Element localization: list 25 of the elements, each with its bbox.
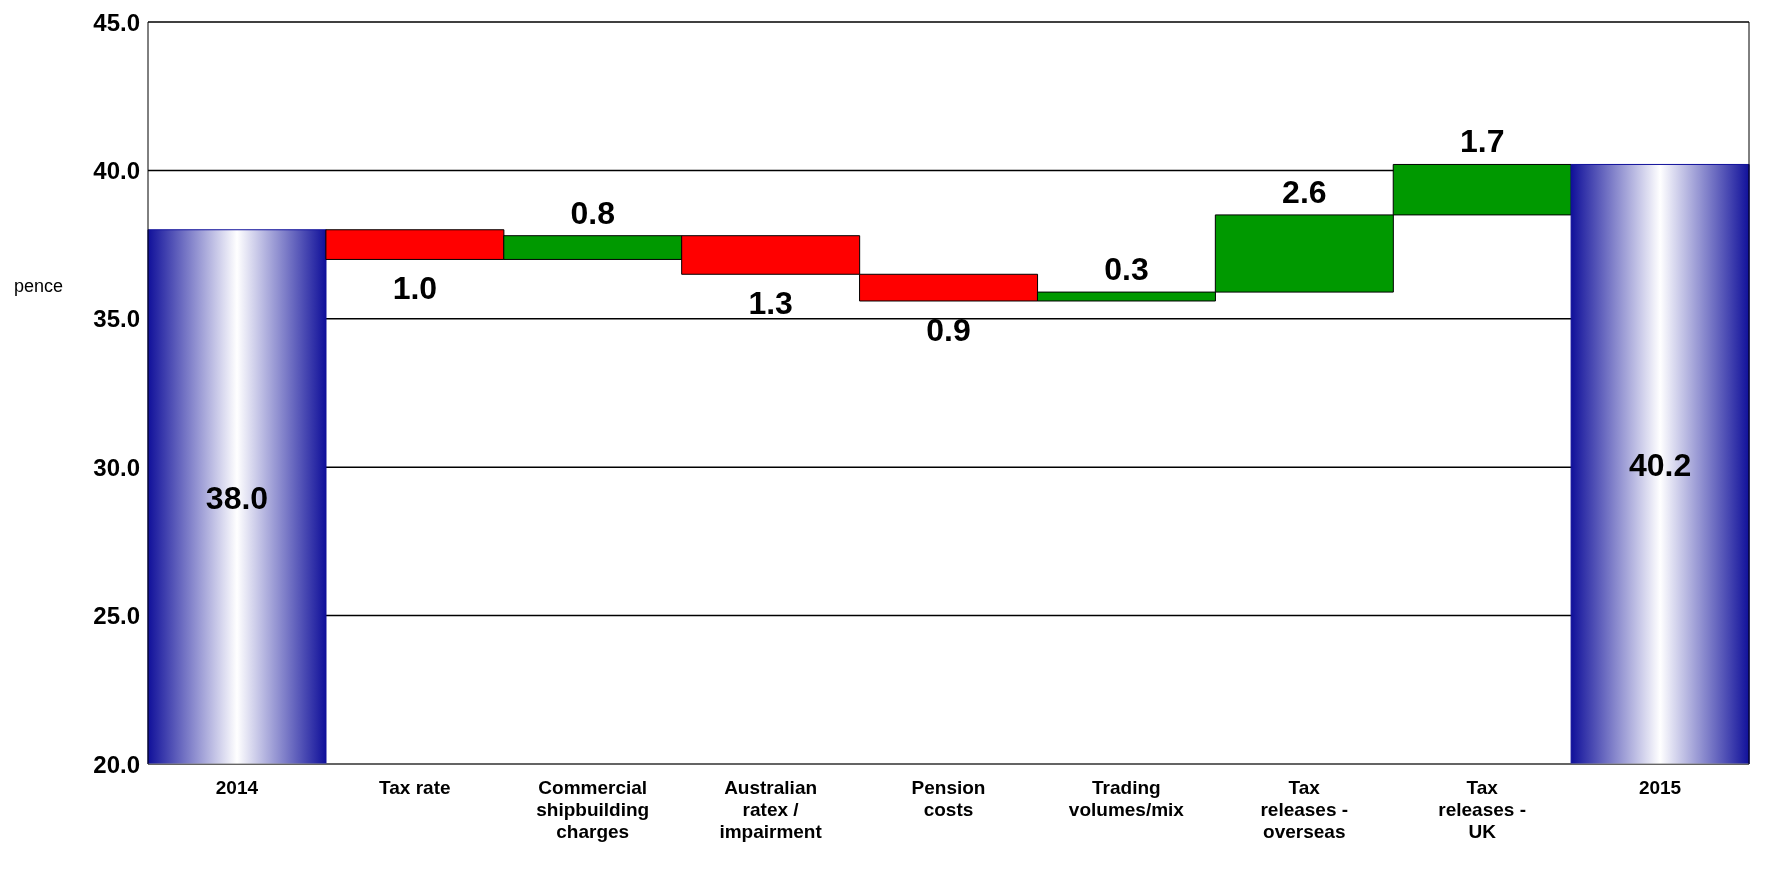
y-axis-title: pence [14,276,64,297]
data-label: 1.7 [1459,123,1505,160]
data-label: 40.2 [1628,447,1692,484]
x-tick-label: Tax releases - UK [1438,777,1527,842]
y-tick-label: 20.0 [93,750,140,778]
x-tick-label: Trading volumes/mix [1068,777,1185,820]
x-tick-label: Commercial shipbuilding charges [536,777,650,842]
x-tick-label: Australian ratex / impairment [719,777,823,842]
data-label: 1.3 [748,285,793,322]
data-label: 38.0 [205,479,269,516]
x-tick-label: 2015 [1638,777,1682,798]
x-tick-label: Tax rate [379,777,451,798]
y-tick-label: 40.0 [93,156,140,184]
y-tick-label: 30.0 [93,453,140,481]
x-tick-label: 2014 [215,777,259,798]
data-label: 0.9 [926,311,971,348]
x-tick-label: Pension costs [911,777,986,820]
y-tick-label: 25.0 [93,602,140,630]
x-tick-label: Tax releases - overseas [1260,777,1349,842]
data-label: 0.3 [1104,251,1149,288]
y-tick-label: 45.0 [93,8,140,36]
data-label: 2.6 [1282,173,1327,210]
data-label: 1.0 [392,270,438,307]
y-tick-label: 35.0 [93,305,140,333]
data-label: 0.8 [570,194,616,231]
